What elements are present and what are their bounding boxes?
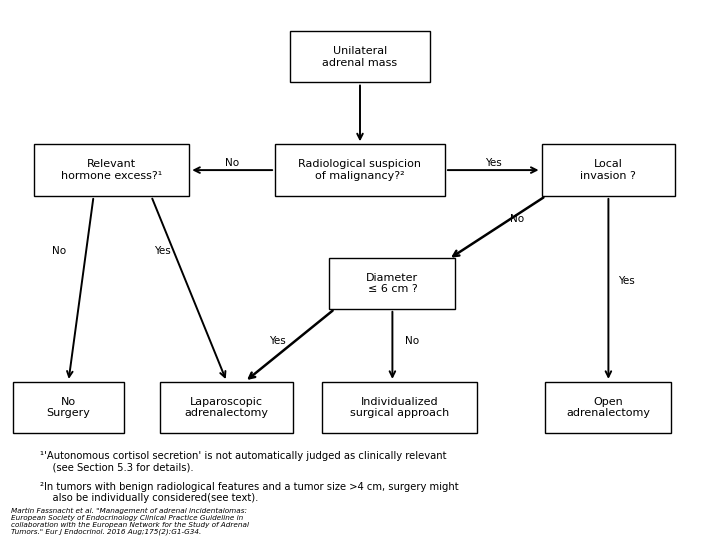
Text: Radiological suspicion
of malignancy?²: Radiological suspicion of malignancy?² xyxy=(299,159,421,181)
Text: Diameter
≤ 6 cm ?: Diameter ≤ 6 cm ? xyxy=(366,273,418,294)
Text: Yes: Yes xyxy=(485,158,502,168)
Text: Local
invasion ?: Local invasion ? xyxy=(580,159,636,181)
Text: Yes: Yes xyxy=(269,336,286,346)
Text: No: No xyxy=(405,336,419,346)
FancyBboxPatch shape xyxy=(13,382,124,433)
FancyBboxPatch shape xyxy=(35,144,189,195)
Text: Open
adrenalectomy: Open adrenalectomy xyxy=(567,397,650,418)
Text: ²In tumors with benign radiological features and a tumor size >4 cm, surgery mig: ²In tumors with benign radiological feat… xyxy=(40,482,458,503)
FancyBboxPatch shape xyxy=(323,382,477,433)
FancyBboxPatch shape xyxy=(275,144,444,195)
Text: No
Surgery: No Surgery xyxy=(47,397,90,418)
FancyBboxPatch shape xyxy=(330,258,456,309)
Text: Unilateral
adrenal mass: Unilateral adrenal mass xyxy=(323,46,397,68)
Text: ¹'Autonomous cortisol secretion' is not automatically judged as clinically relev: ¹'Autonomous cortisol secretion' is not … xyxy=(40,451,446,472)
Text: Relevant
hormone excess?¹: Relevant hormone excess?¹ xyxy=(61,159,162,181)
Text: No: No xyxy=(52,246,66,256)
Text: No: No xyxy=(225,158,239,168)
Text: Martin Fassnacht et al. "Management of adrenal incidentalomas:
European Society : Martin Fassnacht et al. "Management of a… xyxy=(11,508,249,536)
FancyBboxPatch shape xyxy=(289,31,430,82)
FancyBboxPatch shape xyxy=(160,382,294,433)
Text: No: No xyxy=(510,214,524,224)
Text: Yes: Yes xyxy=(153,246,171,256)
FancyBboxPatch shape xyxy=(546,382,671,433)
Text: Yes: Yes xyxy=(618,276,635,286)
FancyBboxPatch shape xyxy=(541,144,675,195)
Text: Laparoscopic
adrenalectomy: Laparoscopic adrenalectomy xyxy=(185,397,269,418)
Text: Individualized
surgical approach: Individualized surgical approach xyxy=(350,397,449,418)
